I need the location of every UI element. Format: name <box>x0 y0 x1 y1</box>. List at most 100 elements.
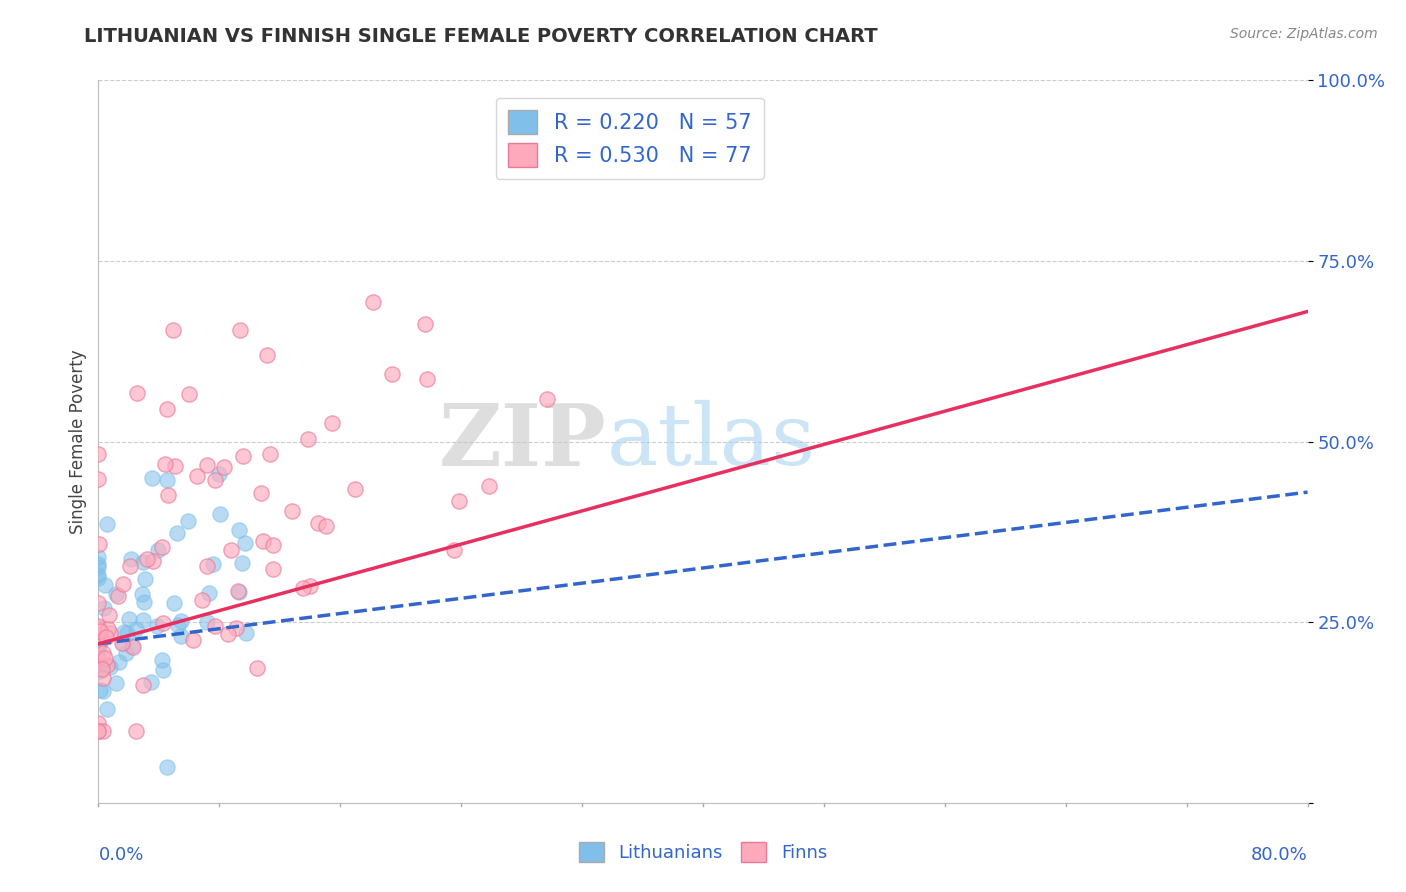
Point <box>98 660 121 674</box>
Point <box>87 715 110 730</box>
Point <box>87 723 110 738</box>
Point <box>118 611 141 625</box>
Point <box>150 653 173 667</box>
Point <box>217 627 239 641</box>
Point <box>146 618 169 632</box>
Point <box>131 587 153 601</box>
Point <box>91 671 114 685</box>
Point <box>87 558 110 572</box>
Point <box>226 583 249 598</box>
Point <box>536 392 558 406</box>
Point <box>231 556 253 570</box>
Point <box>361 294 384 309</box>
Point <box>94 630 117 644</box>
Point <box>195 558 218 573</box>
Text: atlas: atlas <box>606 400 815 483</box>
Point <box>125 723 148 738</box>
Point <box>87 638 110 652</box>
Point <box>169 614 191 628</box>
Point <box>87 651 110 665</box>
Point <box>449 494 471 508</box>
Point <box>166 526 188 541</box>
Point <box>198 586 221 600</box>
Point <box>148 542 170 557</box>
Point <box>111 636 134 650</box>
Point <box>225 621 247 635</box>
Point <box>181 633 204 648</box>
Point <box>299 579 322 593</box>
Point <box>87 571 110 585</box>
Point <box>89 624 111 638</box>
Point <box>214 460 236 475</box>
Point <box>413 317 436 331</box>
Point <box>87 568 110 582</box>
Point <box>229 324 252 338</box>
Point <box>104 587 127 601</box>
Point <box>155 760 177 774</box>
Point <box>416 372 439 386</box>
Point <box>262 538 284 552</box>
Point <box>315 519 337 533</box>
Point <box>107 655 129 669</box>
Point <box>204 473 226 487</box>
Point <box>344 482 367 496</box>
Point <box>91 684 114 698</box>
Point <box>152 663 174 677</box>
Legend: Lithuanians, Finns: Lithuanians, Finns <box>572 834 834 870</box>
Point <box>259 447 281 461</box>
Text: LITHUANIAN VS FINNISH SINGLE FEMALE POVERTY CORRELATION CHART: LITHUANIAN VS FINNISH SINGLE FEMALE POVE… <box>84 27 877 45</box>
Point <box>114 646 136 660</box>
Point <box>307 516 329 531</box>
Legend: R = 0.220   N = 57, R = 0.530   N = 77: R = 0.220 N = 57, R = 0.530 N = 77 <box>496 98 765 179</box>
Point <box>191 592 214 607</box>
Point <box>152 615 174 630</box>
Point <box>132 678 155 692</box>
Point <box>87 641 110 656</box>
Point <box>125 622 148 636</box>
Point <box>89 664 111 678</box>
Point <box>153 457 176 471</box>
Point <box>235 535 257 549</box>
Point <box>292 582 315 596</box>
Point <box>321 416 343 430</box>
Point <box>91 723 114 738</box>
Point <box>195 458 218 472</box>
Point <box>156 401 179 416</box>
Point <box>195 615 218 629</box>
Point <box>87 636 110 650</box>
Point <box>232 449 254 463</box>
Point <box>381 367 404 381</box>
Point <box>98 626 121 640</box>
Point <box>120 558 142 573</box>
Point <box>141 471 163 485</box>
Point <box>122 640 145 655</box>
Point <box>228 523 250 537</box>
Point <box>87 550 110 565</box>
Point <box>90 662 112 676</box>
Point <box>87 537 110 551</box>
Point <box>132 595 155 609</box>
Point <box>281 503 304 517</box>
Point <box>150 540 173 554</box>
Point <box>134 572 156 586</box>
Point <box>93 601 115 615</box>
Point <box>112 624 135 639</box>
Point <box>228 585 250 599</box>
Point <box>202 558 225 572</box>
Point <box>105 675 128 690</box>
Point <box>87 447 110 461</box>
Point <box>93 578 115 592</box>
Point <box>112 576 135 591</box>
Text: ZIP: ZIP <box>439 400 606 483</box>
Point <box>89 683 111 698</box>
Point <box>252 534 274 549</box>
Point <box>115 626 138 640</box>
Point <box>262 562 284 576</box>
Point <box>93 646 115 660</box>
Point <box>136 552 159 566</box>
Point <box>94 651 117 665</box>
Point <box>478 478 501 492</box>
Point <box>132 555 155 569</box>
Point <box>256 348 278 362</box>
Point <box>141 675 163 690</box>
